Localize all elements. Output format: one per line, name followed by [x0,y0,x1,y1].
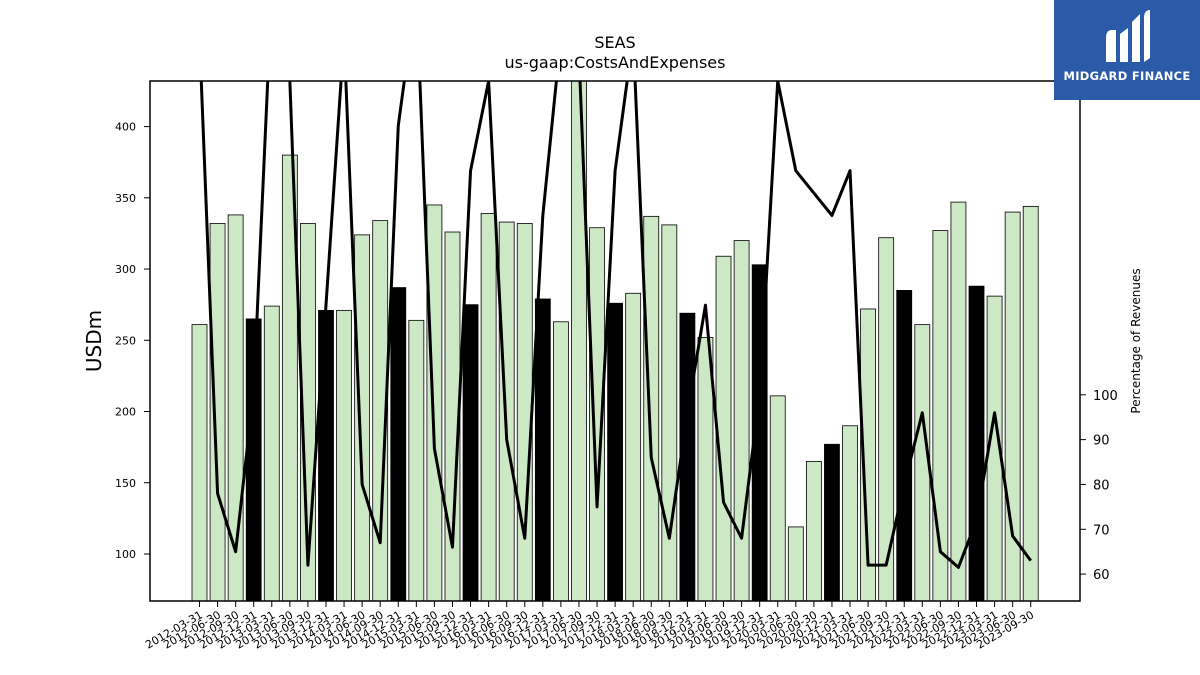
bar-2015-12-31 [462,304,479,602]
bar-2015-03-31 [408,319,425,602]
bar-2020-03-31 [769,395,786,602]
bar-2014-12-31 [390,287,407,602]
y2-axis-label: Percentage of Revenues [1129,268,1143,413]
chart-subtitle: us-gaap:CostsAndExpenses [505,53,726,72]
percentage-of-revenues-line [199,81,1032,569]
bar-2016-09-30 [516,223,533,602]
y2-tick-label-60: 60 [1093,568,1110,583]
midgard-finance-logo: MIDGARD FINANCE [1054,0,1200,100]
bar-2022-12-31 [968,285,985,602]
y-tick-label-300: 300 [115,263,136,276]
bar-2019-06-30 [715,255,732,602]
bar-2021-12-31 [896,290,913,602]
bar-2017-03-31 [553,321,569,602]
bar-2012-03-31 [191,324,208,602]
y-tick-label-250: 250 [115,334,136,347]
y2-tick-label-80: 80 [1093,478,1110,493]
bar-2019-09-30 [733,240,750,602]
y-tick-label-400: 400 [115,121,136,134]
y-tick-label-350: 350 [115,192,136,205]
bar-2013-12-31 [318,309,334,602]
bar-2022-09-30 [950,201,967,602]
bar-2015-06-30 [426,204,443,602]
y2-tick-label-90: 90 [1093,434,1110,449]
y-tick-label-100: 100 [115,548,136,561]
bar-2020-09-30 [805,460,822,602]
bar-2016-12-31 [534,298,551,602]
bar-2017-12-31 [607,302,624,602]
bar-2021-03-31 [842,425,858,602]
y-axis-label: USDm [82,310,106,372]
bar-2012-06-30 [209,223,226,602]
bar-2020-06-30 [787,526,804,602]
line-group [199,81,1032,569]
bar-2023-09-30 [1022,205,1039,602]
bar-group [191,80,1039,602]
y-tick-label-200: 200 [115,406,136,419]
bar-2018-09-30 [661,224,678,602]
y2-tick-label-70: 70 [1093,523,1110,538]
bar-2016-03-31 [480,213,497,602]
y-tick-label-150: 150 [115,477,136,490]
y2-tick-label-100: 100 [1093,389,1118,404]
axes: 100150200250300350400607080901002012-03-… [115,80,1118,652]
bar-2013-03-31 [263,305,280,602]
bar-2018-06-30 [643,215,660,602]
bar-2014-03-31 [336,309,352,602]
chart-title: SEAS [594,33,635,52]
bar-2014-06-30 [354,234,371,602]
midgard-logo-icon [1106,10,1150,62]
bar-2020-12-31 [824,443,840,602]
logo-text: MIDGARD FINANCE [1063,69,1191,83]
bar-2018-03-31 [625,292,642,602]
